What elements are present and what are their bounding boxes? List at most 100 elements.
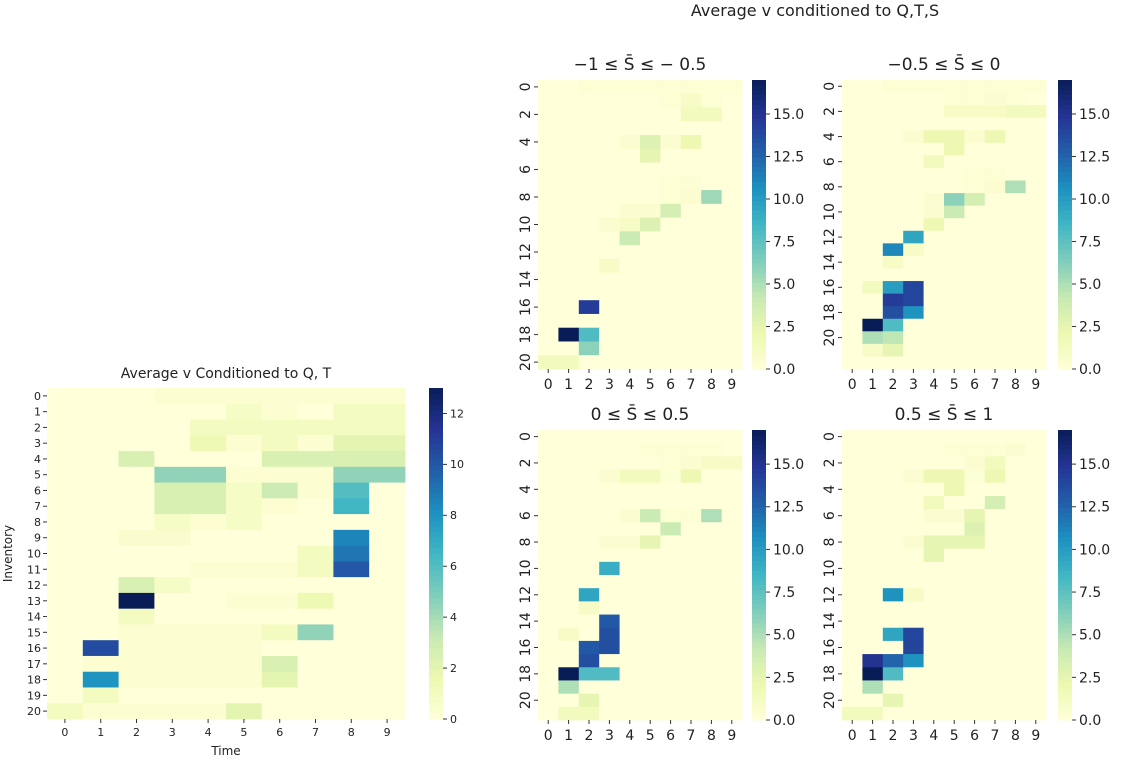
colorbar-segment (752, 258, 766, 264)
heatmap-cell (984, 343, 1006, 357)
heatmap-cell (701, 706, 722, 721)
heatmap-cell (619, 535, 641, 550)
heatmap-cell (882, 268, 904, 282)
colorbar-segment (752, 613, 766, 619)
heatmap-cell (944, 430, 965, 444)
colorbar-segment (429, 536, 443, 543)
heatmap-cell (640, 522, 661, 536)
x-tick-label: 4 (205, 726, 212, 739)
heatmap-cell (333, 624, 370, 641)
heatmap-cell (923, 495, 945, 510)
heatmap-cell (680, 430, 702, 444)
heatmap-cell (47, 608, 84, 625)
heatmap-cell (599, 443, 620, 457)
y-tick-label: 17 (27, 658, 41, 671)
colorbar-segment (1058, 642, 1072, 648)
heatmap-cell (1025, 495, 1047, 510)
colorbar-segment (752, 234, 766, 240)
x-tick-label: 9 (384, 726, 391, 739)
colorbar-segment (752, 340, 766, 346)
heatmap-cell (640, 430, 661, 444)
x-tick-label: 3 (909, 728, 918, 744)
heatmap-cell (640, 148, 661, 163)
heatmap-cell (701, 80, 722, 95)
heatmap-cell (1025, 243, 1047, 257)
heatmap-cell (82, 419, 119, 436)
colorbar-segment (1058, 565, 1072, 571)
heatmap-cell (923, 218, 945, 232)
x-tick-label: 5 (240, 726, 247, 739)
x-tick-label: 1 (97, 726, 104, 739)
heatmap-cell (538, 654, 559, 668)
heatmap-cell (640, 535, 661, 550)
panel-title: 0.5 ≤ S̄ ≤ 1 (895, 403, 994, 425)
colorbar-segment (1058, 637, 1072, 644)
colorbar-segment (1058, 623, 1072, 629)
heatmap-cell (558, 469, 580, 484)
heatmap-cell (619, 231, 641, 246)
heatmap-cell (599, 300, 620, 315)
heatmap-cell (903, 343, 924, 357)
heatmap-cell (944, 230, 965, 244)
heatmap-cell (538, 313, 559, 329)
heatmap-cell (619, 706, 641, 721)
heatmap-cell (619, 601, 641, 615)
heatmap-cell (226, 545, 263, 562)
heatmap-cell (578, 495, 600, 510)
heatmap-cell (862, 640, 884, 655)
heatmap-cell (619, 469, 641, 484)
heatmap-cell (680, 614, 702, 629)
y-tick-label: 0 (34, 390, 41, 403)
colorbar-segment (1058, 282, 1072, 288)
colorbar-segment (429, 459, 443, 466)
heatmap-cell (1005, 548, 1026, 563)
colorbar-segment (1058, 248, 1072, 254)
heatmap-cell (538, 535, 559, 550)
colorbar-segment (1058, 118, 1072, 124)
x-tick-label: 8 (707, 728, 716, 744)
heatmap-cell (680, 561, 702, 576)
heatmap-cell (680, 654, 702, 668)
heatmap-cell (660, 135, 682, 150)
colorbar-tick-label: 10.0 (773, 542, 804, 558)
colorbar-tick-label: 4 (450, 611, 457, 624)
heatmap-cell (862, 535, 884, 550)
colorbar-segment (1058, 492, 1072, 499)
x-tick-label: 9 (727, 377, 736, 393)
colorbar: 0.02.55.07.510.012.515.0 (752, 80, 804, 378)
colorbar-segment (1058, 497, 1072, 503)
heatmap-cell (47, 545, 84, 562)
heatmap-cell (660, 258, 682, 274)
heatmap-cell (619, 272, 641, 287)
heatmap-cell (984, 640, 1006, 655)
colorbar-segment (429, 509, 443, 516)
colorbar-segment (429, 426, 443, 433)
heatmap-cell (578, 680, 600, 695)
colorbar-segment (752, 497, 766, 503)
colorbar-segment (1058, 599, 1072, 605)
heatmap-cell (640, 482, 661, 497)
colorbar-tick-label: 10.0 (773, 192, 804, 208)
heatmap-cell (1025, 293, 1047, 307)
colorbar-tick-label: 5.0 (773, 628, 795, 644)
heatmap-cell (660, 245, 682, 260)
heatmap-cell (619, 203, 641, 219)
heatmap-cell (984, 180, 1006, 194)
heatmap-cell (226, 671, 263, 688)
heatmap-cell (558, 355, 580, 370)
x-tick-label: 1 (868, 728, 877, 744)
heatmap-cell (333, 403, 370, 420)
heatmap-cell (599, 561, 620, 576)
heatmap-cell (944, 167, 965, 181)
heatmap-cell (964, 548, 986, 563)
colorbar-segment (1058, 330, 1072, 336)
heatmap-cell (578, 443, 600, 457)
heatmap-cell (1025, 561, 1047, 576)
y-tick-label: 2 (518, 458, 534, 467)
heatmap-cell (680, 548, 702, 563)
heatmap-cell (558, 300, 580, 315)
heatmap-cell (369, 561, 406, 578)
heatmap-cell (842, 155, 863, 169)
heatmap-cell (1025, 306, 1047, 320)
colorbar-segment (429, 696, 443, 703)
